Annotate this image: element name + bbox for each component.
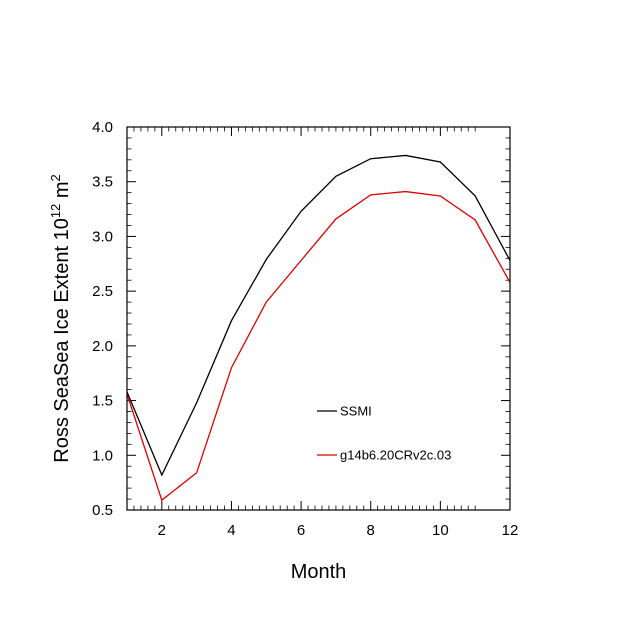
y-tick-label: 1.5 (92, 393, 113, 410)
series-line-model (126, 190, 511, 502)
x-tick-label: 6 (297, 522, 305, 539)
series-line-ssmi (126, 154, 511, 477)
legend-label: g14b6.20CRv2c.03 (340, 448, 451, 463)
y-axis-label: Ross SeaSea Ice Extent 1012 m2 (48, 174, 73, 463)
y-axis-label-exponent-1: 12 (48, 204, 63, 218)
y-tick-label: 2.0 (92, 338, 113, 355)
y-tick-label: 3.5 (92, 174, 113, 191)
y-axis-label-exponent-2: 2 (48, 174, 63, 181)
y-axis-label-unit: m (51, 181, 73, 203)
y-tick-labels: 0.5 1.0 1.5 2.0 2.5 3.0 3.5 4.0 (92, 119, 113, 519)
y-tick-label: 0.5 (92, 502, 113, 519)
x-tick-label: 8 (367, 522, 375, 539)
y-axis-label-main: Ross SeaSea Ice Extent 10 (51, 218, 73, 463)
plot-frame (126, 126, 511, 511)
x-tick-label: 10 (432, 522, 449, 539)
y-tick-label: 4.0 (92, 119, 113, 136)
y-tick-label: 2.5 (92, 283, 113, 300)
major-ticks (127, 126, 511, 511)
y-tick-label: 3.0 (92, 228, 113, 245)
x-tick-label: 4 (227, 522, 235, 539)
x-tick-label: 12 (502, 522, 519, 539)
y-tick-label: 1.0 (92, 447, 113, 464)
x-axis-label: Month (291, 561, 347, 583)
minor-ticks (126, 127, 510, 510)
x-tick-label: 2 (158, 522, 166, 539)
series-lines (126, 154, 511, 502)
legend: SSMI g14b6.20CRv2c.03 (317, 404, 451, 463)
legend-label: SSMI (340, 404, 372, 419)
x-tick-labels: 2 4 6 8 10 12 (158, 522, 519, 539)
